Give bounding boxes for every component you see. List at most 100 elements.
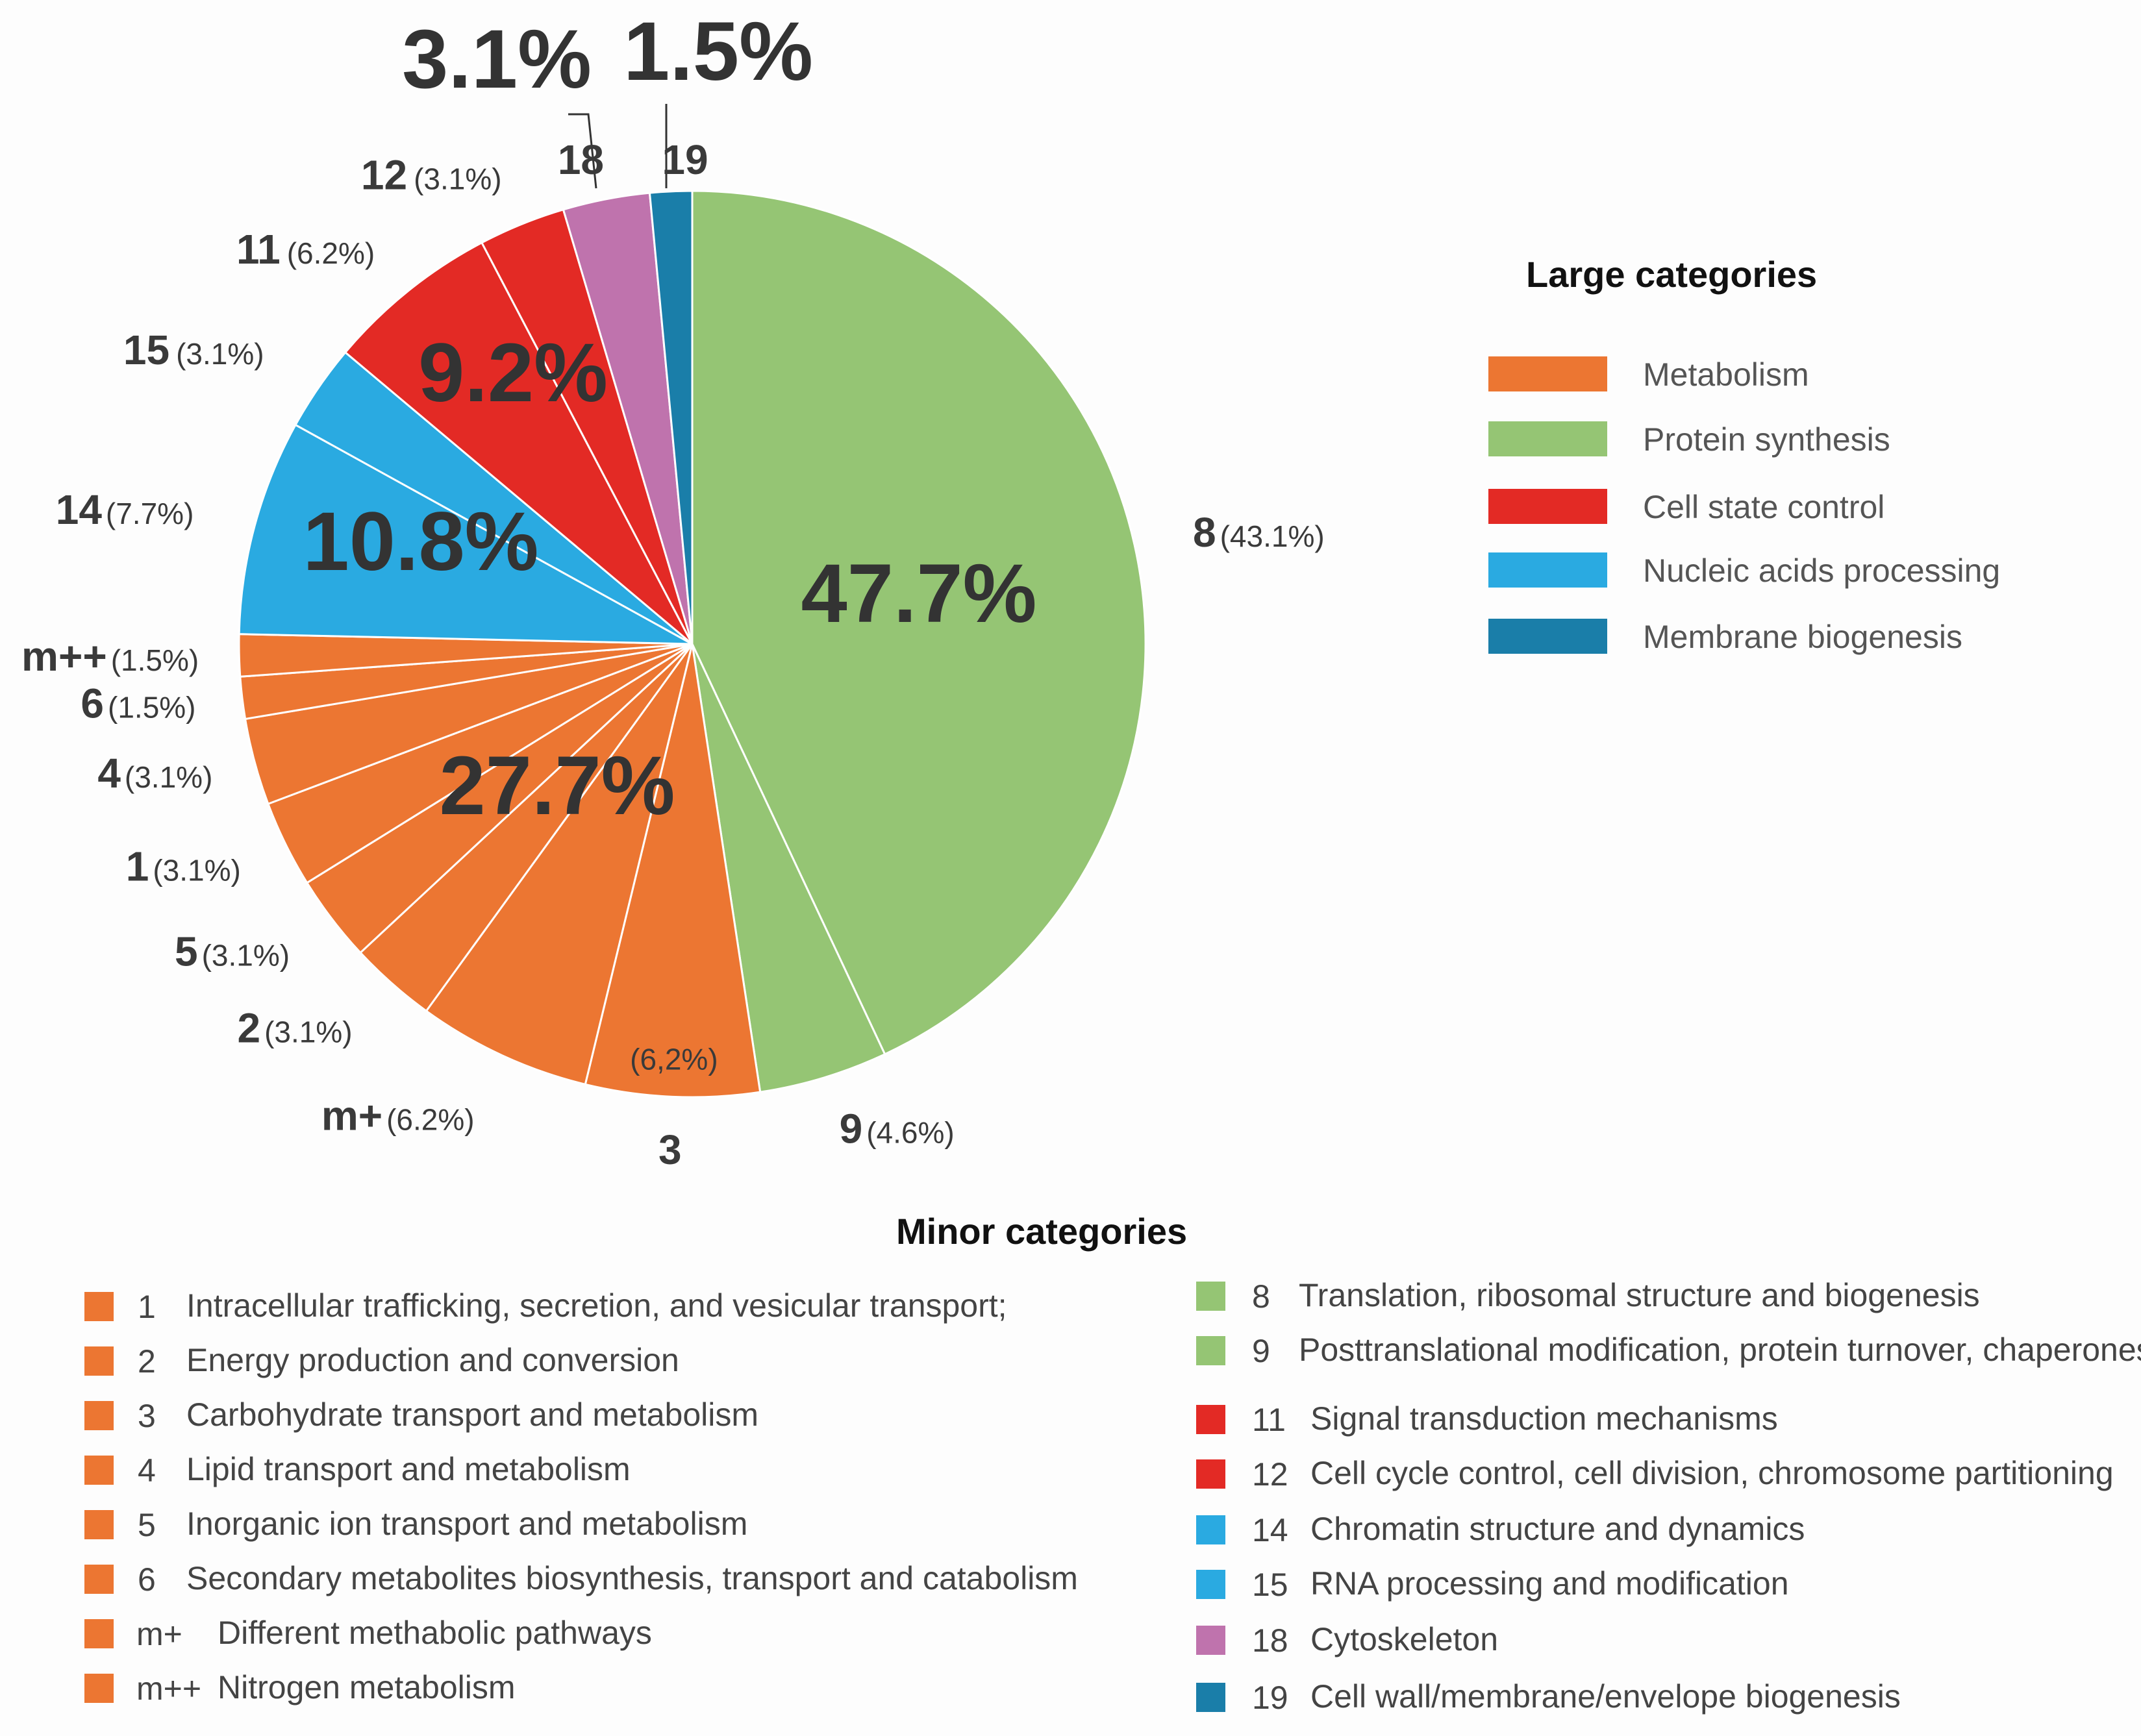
minor-item-3: 3 Carbohydrate transport and metabolism: [84, 1396, 758, 1434]
minor-key: m++: [136, 1670, 201, 1707]
slice-label-8: 8 (43.1%): [1193, 509, 1325, 556]
legend-swatch: [1488, 619, 1607, 654]
minor-label: RNA processing and modification: [1310, 1565, 1789, 1602]
legend-large-item-protein-synthesis: Protein synthesis: [1488, 421, 1890, 458]
pie-slice-mplus: [425, 643, 694, 1086]
minor-key: 12: [1252, 1456, 1288, 1493]
minor-label: Cytoskeleton: [1310, 1621, 1498, 1657]
minor-item-11: 11 Signal transduction mechanisms: [1196, 1400, 1778, 1438]
minor-item-mplus: m+ Different methabolic pathways: [84, 1615, 652, 1652]
slice-label-mplus: m+ (6.2%): [321, 1092, 475, 1139]
minor-swatch: [1196, 1459, 1225, 1489]
slice-label-9: 9 (4.6%): [840, 1105, 955, 1152]
slice-label-14: 14 (7.7%): [56, 486, 194, 533]
minor-key: 14: [1252, 1512, 1288, 1548]
legend-large-categories: Large categories Metabolism Protein synth…: [1488, 254, 2000, 655]
legend-swatch: [1488, 356, 1607, 391]
pie-slice-14: [238, 423, 693, 645]
minor-label: Inorganic ion transport and metabolism: [186, 1506, 747, 1542]
group-total-protein-synthesis: 47.7%: [801, 547, 1037, 640]
minor-label: Posttranslational modification, protein …: [1299, 1332, 2141, 1368]
minor-label: Energy production and conversion: [186, 1342, 679, 1378]
legend-swatch: [1488, 552, 1607, 588]
legend-label: Metabolism: [1643, 356, 1809, 393]
minor-key: 11: [1252, 1402, 1286, 1438]
slice-label-4: 4 (3.1%): [97, 750, 212, 797]
slice-label-6: 6 (1.5%): [81, 680, 195, 727]
minor-item-2: 2 Energy production and conversion: [84, 1342, 679, 1380]
minor-label: Signal transduction mechanisms: [1310, 1400, 1778, 1437]
minor-item-mplusplus: m++ Nitrogen metabolism: [84, 1669, 516, 1707]
minor-swatch: [1196, 1683, 1225, 1712]
minor-label: Cell wall/membrane/envelope biogenesis: [1310, 1678, 1901, 1715]
minor-label: Intracellular trafficking, secretion, an…: [186, 1287, 1007, 1324]
minor-key: 3: [138, 1398, 156, 1434]
minor-swatch: [1196, 1336, 1225, 1365]
slice-label-mplusplus: m++ (1.5%): [21, 633, 199, 680]
legend-large-item-metabolism: Metabolism: [1488, 356, 1809, 393]
slice-label-18: 18: [558, 136, 604, 183]
legend-label: Protein synthesis: [1643, 421, 1890, 458]
group-total-labels: 47.7% 27.7% 10.8% 9.2% 3.1% 1.5%: [303, 5, 1037, 832]
minor-item-9: 9 Posttranslational modification, protein…: [1196, 1332, 2141, 1369]
minor-key: 1: [138, 1289, 156, 1325]
minor-label: Different methabolic pathways: [218, 1615, 652, 1651]
minor-label: Nitrogen metabolism: [218, 1669, 516, 1705]
minor-swatch: [1196, 1405, 1225, 1434]
minor-item-15: 15 RNA processing and modification: [1196, 1565, 1789, 1603]
minor-swatch: [84, 1456, 114, 1485]
group-total-membrane-biogenesis: 1.5%: [623, 5, 813, 98]
pie-slice-11: [344, 241, 694, 645]
minor-key: m+: [136, 1616, 182, 1652]
minor-swatch: [84, 1346, 114, 1376]
minor-key: 8: [1252, 1278, 1270, 1315]
minor-swatch: [84, 1565, 114, 1594]
slice-3-number: 3: [658, 1126, 682, 1173]
minor-swatch: [1196, 1515, 1225, 1544]
legend-minor-title: Minor categories: [896, 1211, 1187, 1252]
group-total-nucleic-acids-processing: 10.8%: [303, 495, 539, 588]
slice-label-1: 1 (3.1%): [126, 843, 241, 890]
minor-item-12: 12 Cell cycle control, cell division, chr…: [1196, 1455, 2114, 1493]
legend-large-item-nucleic-acids-processing: Nucleic acids processing: [1488, 552, 2000, 589]
minor-key: 19: [1252, 1680, 1288, 1716]
minor-item-1: 1 Intracellular trafficking, secretion, a…: [84, 1287, 1007, 1325]
legend-large-item-membrane-biogenesis: Membrane biogenesis: [1488, 619, 1962, 655]
minor-key: 18: [1252, 1622, 1288, 1659]
minor-key: 6: [138, 1561, 156, 1598]
minor-key: 9: [1252, 1333, 1270, 1369]
minor-swatch: [1196, 1626, 1225, 1655]
legend-large-title: Large categories: [1526, 254, 1817, 295]
pie-slice-3: [584, 643, 762, 1098]
slice-label-5: 5 (3.1%): [175, 928, 290, 974]
minor-item-8: 8 Translation, ribosomal structure and bi…: [1196, 1277, 1980, 1315]
minor-swatch: [1196, 1570, 1225, 1599]
minor-label: Translation, ribosomal structure and bio…: [1299, 1277, 1980, 1313]
minor-label: Lipid transport and metabolism: [186, 1451, 631, 1487]
minor-swatch: [84, 1510, 114, 1539]
leader-lines: [568, 104, 668, 189]
slice-3-percent: (6,2%): [630, 1042, 718, 1076]
minor-key: 4: [138, 1452, 156, 1489]
minor-swatch: [84, 1401, 114, 1430]
group-total-cytoskeleton: 3.1%: [402, 13, 592, 106]
minor-item-14: 14 Chromatin structure and dynamics: [1196, 1511, 1805, 1548]
minor-item-6: 6 Secondary metabolites biosynthesis, tra…: [84, 1560, 1078, 1598]
minor-key: 2: [138, 1343, 156, 1380]
group-total-metabolism: 27.7%: [440, 739, 675, 832]
legend-label: Nucleic acids processing: [1643, 552, 2000, 589]
pie-slice-19: [648, 190, 694, 645]
minor-item-4: 4 Lipid transport and metabolism: [84, 1451, 631, 1489]
minor-item-19: 19 Cell wall/membrane/envelope biogenesis: [1196, 1678, 1901, 1716]
minor-swatch: [84, 1619, 114, 1648]
minor-swatch: [1196, 1282, 1225, 1311]
minor-label: Carbohydrate transport and metabolism: [186, 1396, 758, 1433]
minor-key: 5: [138, 1507, 156, 1543]
minor-label: Secondary metabolites biosynthesis, tran…: [186, 1560, 1078, 1596]
pie-slice-8: [691, 190, 1147, 1056]
pie-slices: [238, 190, 1147, 1098]
minor-label: Cell cycle control, cell division, chrom…: [1310, 1455, 2114, 1491]
minor-swatch: [84, 1292, 114, 1321]
slice-label-19: 19: [662, 136, 708, 183]
slice-label-15: 15 (3.1%): [123, 327, 264, 373]
